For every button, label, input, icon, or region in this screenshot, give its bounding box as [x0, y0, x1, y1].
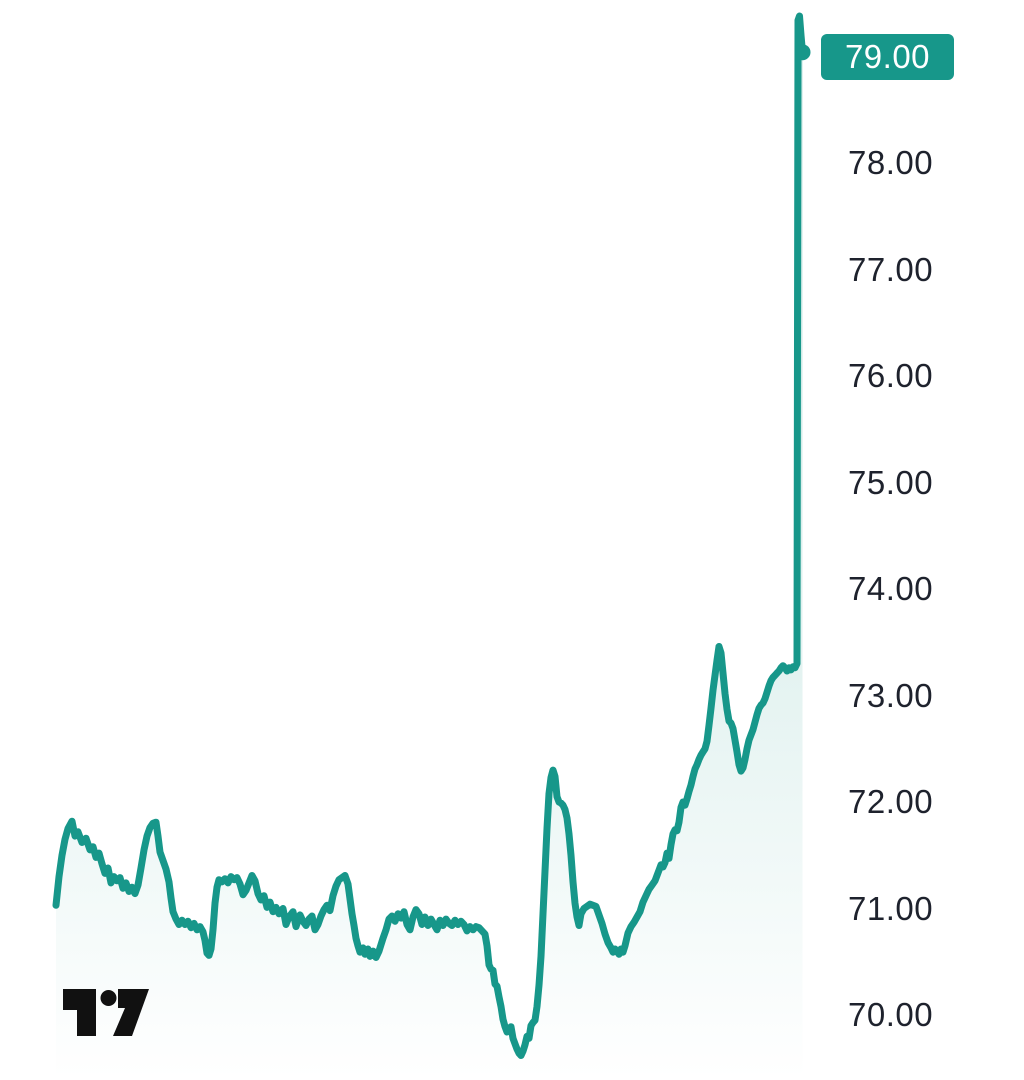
y-axis-tick-label: 77.00: [848, 250, 934, 288]
y-axis-tick-label: 71.00: [848, 889, 934, 927]
tradingview-logo-one: [63, 989, 96, 1036]
last-price-marker: [794, 44, 811, 61]
price-scale[interactable]: 78.00 77.00 76.00 75.00 74.00 73.00 72.00 71.00…: [830, 0, 1024, 1080]
y-axis-tick-label: 72.00: [848, 783, 934, 820]
y-axis-tick-label: 75.00: [848, 463, 934, 501]
price-line: [52, 12, 806, 1059]
y-axis-tick-label: 76.00: [848, 357, 934, 394]
y-axis-tick-label: 78.00: [848, 144, 934, 181]
y-axis-tick-label: 74.00: [848, 570, 934, 607]
tradingview-logo-icon[interactable]: [63, 989, 149, 1036]
last-price-label: 79.00: [844, 37, 931, 75]
y-axis-tick-label: 70.00: [848, 996, 934, 1033]
tradingview-logo-seven: [113, 989, 149, 1036]
last-price-badge: 79.00: [821, 33, 954, 80]
y-axis-tick-label: 73.00: [848, 676, 934, 714]
tradingview-logo-dot: [100, 990, 117, 1006]
price-area-fill: [56, 16, 803, 1080]
